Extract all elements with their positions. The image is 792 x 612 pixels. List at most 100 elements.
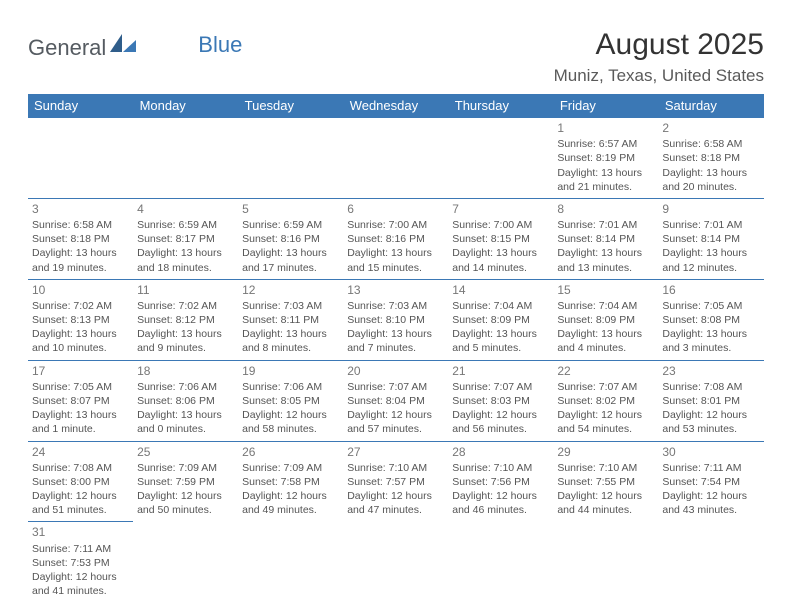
calendar-empty-cell [343,118,448,199]
sunrise-line: Sunrise: 7:10 AM [557,461,654,475]
day-number: 24 [32,444,129,460]
calendar-body: 1Sunrise: 6:57 AMSunset: 8:19 PMDaylight… [28,118,764,603]
calendar-day-cell: 12Sunrise: 7:03 AMSunset: 8:11 PMDayligh… [238,279,343,360]
daylight-line: Daylight: 13 hours and 10 minutes. [32,327,129,355]
sunset-line: Sunset: 8:19 PM [557,151,654,165]
day-number: 27 [347,444,444,460]
sunrise-line: Sunrise: 7:07 AM [557,380,654,394]
calendar-day-cell: 19Sunrise: 7:06 AMSunset: 8:05 PMDayligh… [238,360,343,441]
sunrise-line: Sunrise: 7:08 AM [32,461,129,475]
calendar-empty-cell [658,522,763,602]
daylight-line: Daylight: 13 hours and 15 minutes. [347,246,444,274]
weekday-header: Friday [553,94,658,118]
day-number: 22 [557,363,654,379]
sunrise-line: Sunrise: 6:59 AM [137,218,234,232]
daylight-line: Daylight: 13 hours and 3 minutes. [662,327,759,355]
calendar-week-row: 31Sunrise: 7:11 AMSunset: 7:53 PMDayligh… [28,522,764,602]
calendar-day-cell: 25Sunrise: 7:09 AMSunset: 7:59 PMDayligh… [133,441,238,522]
calendar-empty-cell [448,522,553,602]
calendar-day-cell: 28Sunrise: 7:10 AMSunset: 7:56 PMDayligh… [448,441,553,522]
calendar-week-row: 17Sunrise: 7:05 AMSunset: 8:07 PMDayligh… [28,360,764,441]
sunrise-line: Sunrise: 7:11 AM [662,461,759,475]
calendar-table: SundayMondayTuesdayWednesdayThursdayFrid… [28,94,764,602]
header: General Blue August 2025 Muniz, Texas, U… [28,28,764,86]
day-number: 26 [242,444,339,460]
day-number: 14 [452,282,549,298]
day-number: 12 [242,282,339,298]
day-number: 19 [242,363,339,379]
sunset-line: Sunset: 8:12 PM [137,313,234,327]
calendar-day-cell: 29Sunrise: 7:10 AMSunset: 7:55 PMDayligh… [553,441,658,522]
logo-text-2: Blue [198,32,242,58]
calendar-empty-cell [343,522,448,602]
daylight-line: Daylight: 13 hours and 19 minutes. [32,246,129,274]
sunset-line: Sunset: 8:14 PM [557,232,654,246]
weekday-header: Saturday [658,94,763,118]
daylight-line: Daylight: 12 hours and 53 minutes. [662,408,759,436]
day-number: 6 [347,201,444,217]
day-number: 11 [137,282,234,298]
sunrise-line: Sunrise: 7:02 AM [32,299,129,313]
daylight-line: Daylight: 13 hours and 1 minute. [32,408,129,436]
calendar-day-cell: 30Sunrise: 7:11 AMSunset: 7:54 PMDayligh… [658,441,763,522]
calendar-empty-cell [133,118,238,199]
calendar-day-cell: 6Sunrise: 7:00 AMSunset: 8:16 PMDaylight… [343,198,448,279]
sunrise-line: Sunrise: 7:10 AM [347,461,444,475]
calendar-empty-cell [133,522,238,602]
daylight-line: Daylight: 12 hours and 49 minutes. [242,489,339,517]
sunrise-line: Sunrise: 7:00 AM [347,218,444,232]
calendar-day-cell: 13Sunrise: 7:03 AMSunset: 8:10 PMDayligh… [343,279,448,360]
daylight-line: Daylight: 13 hours and 5 minutes. [452,327,549,355]
calendar-day-cell: 21Sunrise: 7:07 AMSunset: 8:03 PMDayligh… [448,360,553,441]
daylight-line: Daylight: 12 hours and 47 minutes. [347,489,444,517]
daylight-line: Daylight: 13 hours and 7 minutes. [347,327,444,355]
daylight-line: Daylight: 13 hours and 21 minutes. [557,166,654,194]
sunset-line: Sunset: 8:18 PM [662,151,759,165]
day-number: 15 [557,282,654,298]
calendar-day-cell: 11Sunrise: 7:02 AMSunset: 8:12 PMDayligh… [133,279,238,360]
sunrise-line: Sunrise: 7:08 AM [662,380,759,394]
calendar-day-cell: 2Sunrise: 6:58 AMSunset: 8:18 PMDaylight… [658,118,763,199]
sunset-line: Sunset: 8:14 PM [662,232,759,246]
calendar-day-cell: 23Sunrise: 7:08 AMSunset: 8:01 PMDayligh… [658,360,763,441]
daylight-line: Daylight: 13 hours and 4 minutes. [557,327,654,355]
calendar-day-cell: 26Sunrise: 7:09 AMSunset: 7:58 PMDayligh… [238,441,343,522]
sunset-line: Sunset: 8:06 PM [137,394,234,408]
calendar-empty-cell [28,118,133,199]
weekday-header: Wednesday [343,94,448,118]
daylight-line: Daylight: 13 hours and 18 minutes. [137,246,234,274]
day-number: 13 [347,282,444,298]
calendar-day-cell: 7Sunrise: 7:00 AMSunset: 8:15 PMDaylight… [448,198,553,279]
sunset-line: Sunset: 7:58 PM [242,475,339,489]
sunset-line: Sunset: 8:11 PM [242,313,339,327]
day-number: 1 [557,120,654,136]
sunset-line: Sunset: 8:15 PM [452,232,549,246]
calendar-week-row: 3Sunrise: 6:58 AMSunset: 8:18 PMDaylight… [28,198,764,279]
sunrise-line: Sunrise: 7:04 AM [557,299,654,313]
sunset-line: Sunset: 8:16 PM [242,232,339,246]
title-block: August 2025 Muniz, Texas, United States [554,28,764,86]
day-number: 29 [557,444,654,460]
day-number: 7 [452,201,549,217]
calendar-day-cell: 24Sunrise: 7:08 AMSunset: 8:00 PMDayligh… [28,441,133,522]
sunrise-line: Sunrise: 7:07 AM [452,380,549,394]
daylight-line: Daylight: 12 hours and 46 minutes. [452,489,549,517]
calendar-day-cell: 20Sunrise: 7:07 AMSunset: 8:04 PMDayligh… [343,360,448,441]
calendar-empty-cell [238,522,343,602]
calendar-day-cell: 1Sunrise: 6:57 AMSunset: 8:19 PMDaylight… [553,118,658,199]
sunset-line: Sunset: 8:00 PM [32,475,129,489]
calendar-day-cell: 31Sunrise: 7:11 AMSunset: 7:53 PMDayligh… [28,522,133,602]
sunset-line: Sunset: 8:02 PM [557,394,654,408]
day-number: 28 [452,444,549,460]
calendar-day-cell: 4Sunrise: 6:59 AMSunset: 8:17 PMDaylight… [133,198,238,279]
sunset-line: Sunset: 7:59 PM [137,475,234,489]
sunrise-line: Sunrise: 7:07 AM [347,380,444,394]
daylight-line: Daylight: 12 hours and 50 minutes. [137,489,234,517]
sunset-line: Sunset: 8:01 PM [662,394,759,408]
sunset-line: Sunset: 7:54 PM [662,475,759,489]
sunrise-line: Sunrise: 7:11 AM [32,542,129,556]
sunset-line: Sunset: 8:07 PM [32,394,129,408]
calendar-day-cell: 3Sunrise: 6:58 AMSunset: 8:18 PMDaylight… [28,198,133,279]
daylight-line: Daylight: 13 hours and 14 minutes. [452,246,549,274]
daylight-line: Daylight: 12 hours and 41 minutes. [32,570,129,598]
